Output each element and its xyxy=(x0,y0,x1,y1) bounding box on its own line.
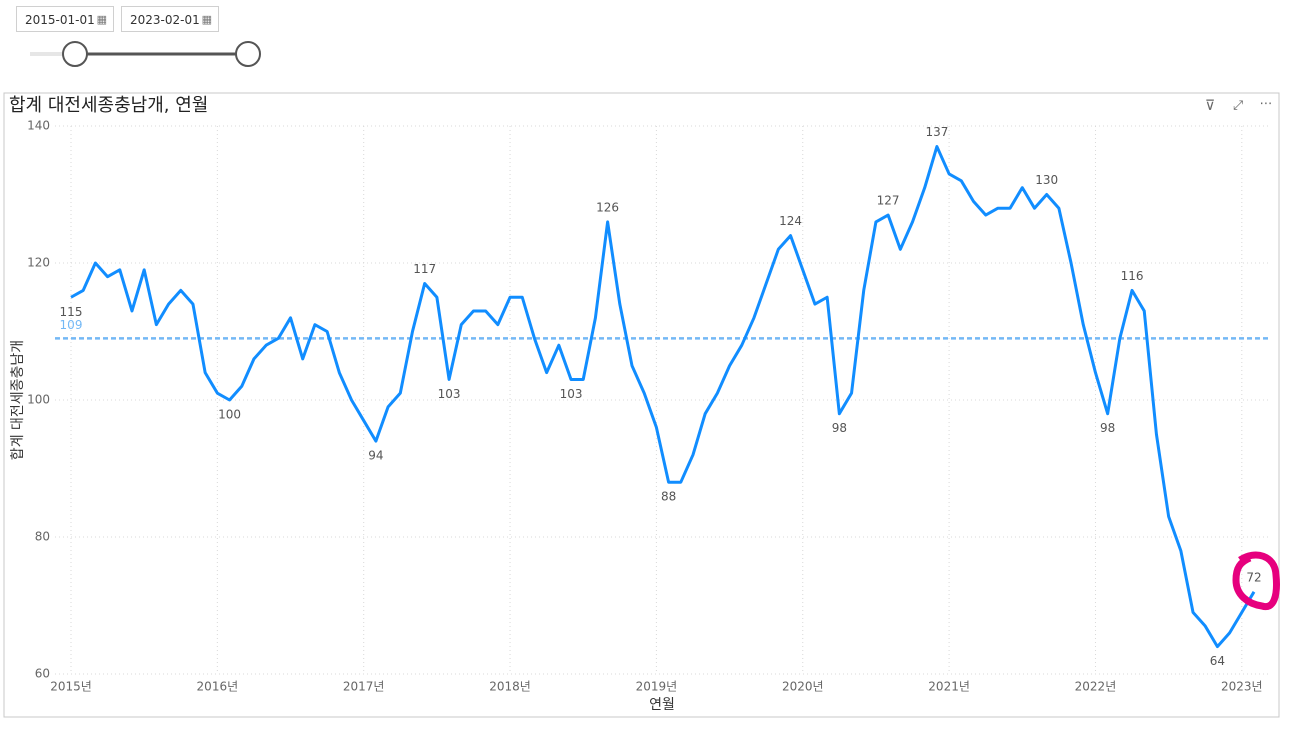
line-series xyxy=(70,145,1256,649)
x-axis-title: 연월 xyxy=(649,697,675,713)
data-label: 103 xyxy=(438,387,461,401)
x-tick-label: 2017년 xyxy=(343,680,385,694)
data-label: 100 xyxy=(218,408,241,422)
x-tick-label: 2016년 xyxy=(197,680,239,694)
visual-frame xyxy=(3,92,1280,718)
y-tick-label: 60 xyxy=(35,667,50,681)
data-label: 130 xyxy=(1035,173,1058,187)
x-tick-label: 2023년 xyxy=(1221,680,1263,694)
start-date-text: 2015-01-01 xyxy=(25,13,95,27)
data-label: 126 xyxy=(596,200,619,214)
average-label: 109 xyxy=(60,318,83,332)
annotation-circle xyxy=(1232,551,1280,611)
y-axis-title: 합계 대전세종충남개 xyxy=(10,340,26,460)
x-tick-label: 2015년 xyxy=(50,680,92,694)
data-label: 115 xyxy=(60,305,83,319)
data-label: 98 xyxy=(1100,421,1115,435)
more-icon[interactable]: ⋯ xyxy=(1260,97,1273,112)
data-label: 72 xyxy=(1246,570,1261,584)
start-date[interactable]: 2015-01-01 ▦ xyxy=(16,6,114,32)
chart-title: 합계 대전세종충남개, 연월 xyxy=(9,95,208,116)
data-label: 98 xyxy=(832,421,847,435)
y-tick-label: 120 xyxy=(27,256,50,270)
x-tick-label: 2020년 xyxy=(782,680,824,694)
data-label: 127 xyxy=(877,194,900,208)
data-label: 94 xyxy=(368,449,383,463)
filter-icon[interactable]: ⊽ xyxy=(1205,98,1215,114)
x-tick-label: 2021년 xyxy=(928,680,970,694)
data-label: 124 xyxy=(779,214,802,228)
data-label: 103 xyxy=(560,387,583,401)
x-tick-label: 2018년 xyxy=(489,680,531,694)
x-tick-label: 2019년 xyxy=(636,680,678,694)
end-date[interactable]: 2023-02-01 ▦ xyxy=(121,6,219,32)
data-label: 137 xyxy=(925,125,948,139)
focus-icon[interactable]: ⤢ xyxy=(1233,99,1243,114)
x-tick-label: 2022년 xyxy=(1075,680,1117,694)
data-label: 64 xyxy=(1210,654,1225,668)
data-label: 88 xyxy=(661,490,676,504)
data-label: 117 xyxy=(413,262,436,276)
slider-handle[interactable] xyxy=(235,41,261,67)
y-tick-label: 100 xyxy=(27,393,50,407)
data-label: 116 xyxy=(1121,269,1144,283)
slider-handle[interactable] xyxy=(62,41,88,67)
y-tick-label: 80 xyxy=(35,530,50,544)
end-date-text: 2023-02-01 xyxy=(130,13,200,27)
y-tick-label: 140 xyxy=(27,119,50,133)
